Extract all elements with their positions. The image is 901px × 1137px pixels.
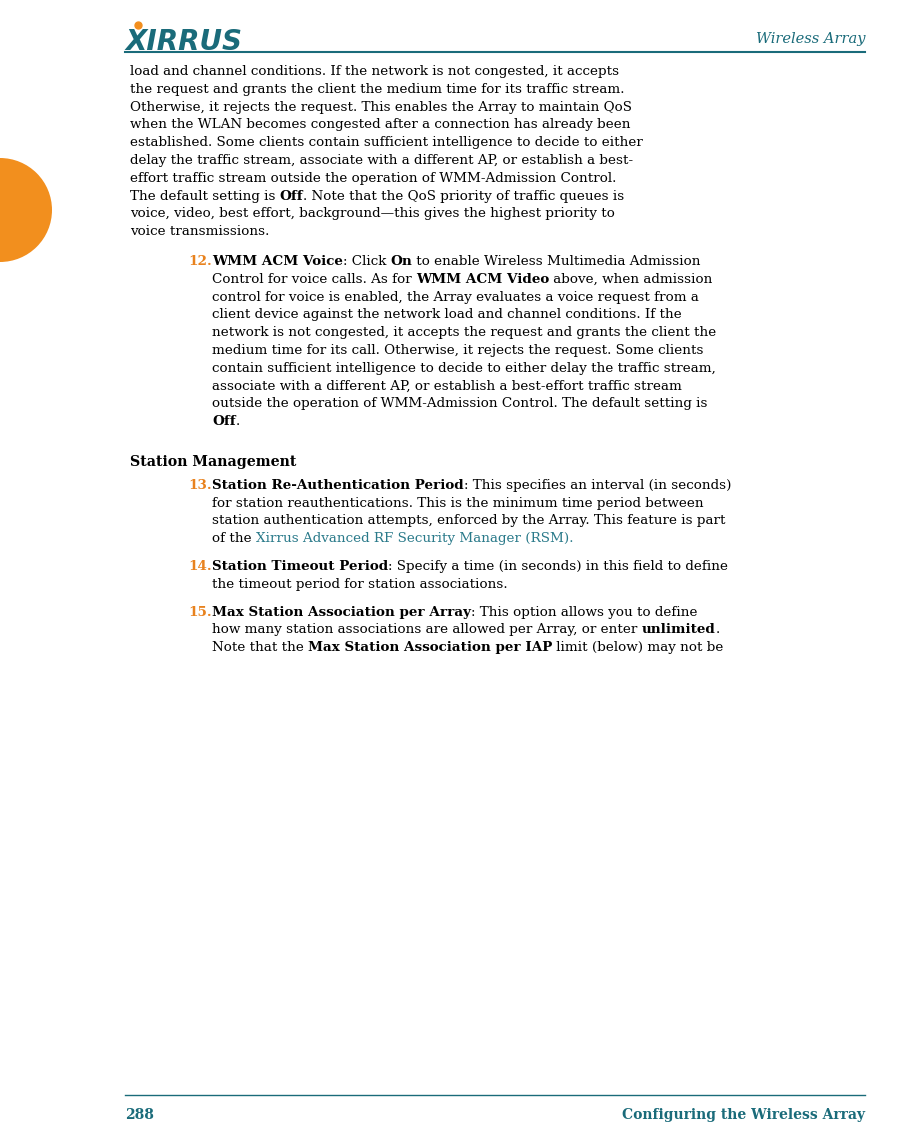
Text: above, when admission: above, when admission <box>550 273 713 285</box>
Text: Control for voice calls. As for: Control for voice calls. As for <box>212 273 416 285</box>
Text: contain sufficient intelligence to decide to either delay the traffic stream,: contain sufficient intelligence to decid… <box>212 362 716 375</box>
Text: established. Some clients contain sufficient intelligence to decide to either: established. Some clients contain suffic… <box>130 136 643 149</box>
Text: voice, video, best effort, background—this gives the highest priority to: voice, video, best effort, background—th… <box>130 207 614 221</box>
Text: when the WLAN becomes congested after a connection has already been: when the WLAN becomes congested after a … <box>130 118 631 132</box>
Text: the request and grants the client the medium time for its traffic stream.: the request and grants the client the me… <box>130 83 624 96</box>
Text: Station Re-Authentication Period: Station Re-Authentication Period <box>212 479 464 492</box>
Text: .: . <box>236 415 240 429</box>
Text: 288: 288 <box>125 1107 154 1122</box>
Text: On: On <box>390 255 413 268</box>
Text: Off: Off <box>279 190 304 202</box>
Text: network is not congested, it accepts the request and grants the client the: network is not congested, it accepts the… <box>212 326 716 339</box>
Text: control for voice is enabled, the Array evaluates a voice request from a: control for voice is enabled, the Array … <box>212 291 699 304</box>
Text: to enable Wireless Multimedia Admission: to enable Wireless Multimedia Admission <box>413 255 701 268</box>
Text: XIRRUS: XIRRUS <box>125 28 242 56</box>
Text: effort traffic stream outside the operation of WMM-Admission Control.: effort traffic stream outside the operat… <box>130 172 616 185</box>
Text: Xirrus Advanced RF Security Manager (RSM).: Xirrus Advanced RF Security Manager (RSM… <box>256 532 573 546</box>
Text: Station Timeout Period: Station Timeout Period <box>212 561 388 573</box>
Text: Otherwise, it rejects the request. This enables the Array to maintain QoS: Otherwise, it rejects the request. This … <box>130 100 632 114</box>
Text: . Note that the QoS priority of traffic queues is: . Note that the QoS priority of traffic … <box>304 190 624 202</box>
Text: Configuring the Wireless Array: Configuring the Wireless Array <box>622 1107 865 1122</box>
Text: 15.: 15. <box>188 606 212 619</box>
Text: associate with a different AP, or establish a best-effort traffic stream: associate with a different AP, or establ… <box>212 380 682 392</box>
Text: unlimited: unlimited <box>642 623 715 637</box>
Text: WMM ACM Video: WMM ACM Video <box>416 273 550 285</box>
Text: : This option allows you to define: : This option allows you to define <box>471 606 697 619</box>
Text: station authentication attempts, enforced by the Array. This feature is part: station authentication attempts, enforce… <box>212 514 725 528</box>
Text: 13.: 13. <box>188 479 212 492</box>
Text: load and channel conditions. If the network is not congested, it accepts: load and channel conditions. If the netw… <box>130 65 619 78</box>
Text: Max Station Association per IAP: Max Station Association per IAP <box>308 641 552 654</box>
Text: delay the traffic stream, associate with a different AP, or establish a best-: delay the traffic stream, associate with… <box>130 153 633 167</box>
Text: WMM ACM Voice: WMM ACM Voice <box>212 255 343 268</box>
Text: outside the operation of WMM-Admission Control. The default setting is: outside the operation of WMM-Admission C… <box>212 398 707 410</box>
Text: 14.: 14. <box>188 561 212 573</box>
Text: client device against the network load and channel conditions. If the: client device against the network load a… <box>212 308 682 322</box>
Wedge shape <box>0 158 52 262</box>
Text: of the: of the <box>212 532 256 546</box>
Text: 12.: 12. <box>188 255 212 268</box>
Text: Max Station Association per Array: Max Station Association per Array <box>212 606 471 619</box>
Text: The default setting is: The default setting is <box>130 190 279 202</box>
Text: the timeout period for station associations.: the timeout period for station associati… <box>212 578 507 591</box>
Text: Note that the: Note that the <box>212 641 308 654</box>
Text: : This specifies an interval (in seconds): : This specifies an interval (in seconds… <box>464 479 732 492</box>
Text: : Click: : Click <box>343 255 390 268</box>
Text: medium time for its call. Otherwise, it rejects the request. Some clients: medium time for its call. Otherwise, it … <box>212 345 704 357</box>
Text: Station Management: Station Management <box>130 455 296 468</box>
Text: .: . <box>715 623 720 637</box>
Text: how many station associations are allowed per Array, or enter: how many station associations are allowe… <box>212 623 642 637</box>
Text: Off: Off <box>212 415 236 429</box>
Text: for station reauthentications. This is the minimum time period between: for station reauthentications. This is t… <box>212 497 704 509</box>
Text: Wireless Array: Wireless Array <box>756 32 865 45</box>
Text: voice transmissions.: voice transmissions. <box>130 225 269 238</box>
Text: : Specify a time (in seconds) in this field to define: : Specify a time (in seconds) in this fi… <box>388 561 728 573</box>
Text: limit (below) may not be: limit (below) may not be <box>552 641 724 654</box>
